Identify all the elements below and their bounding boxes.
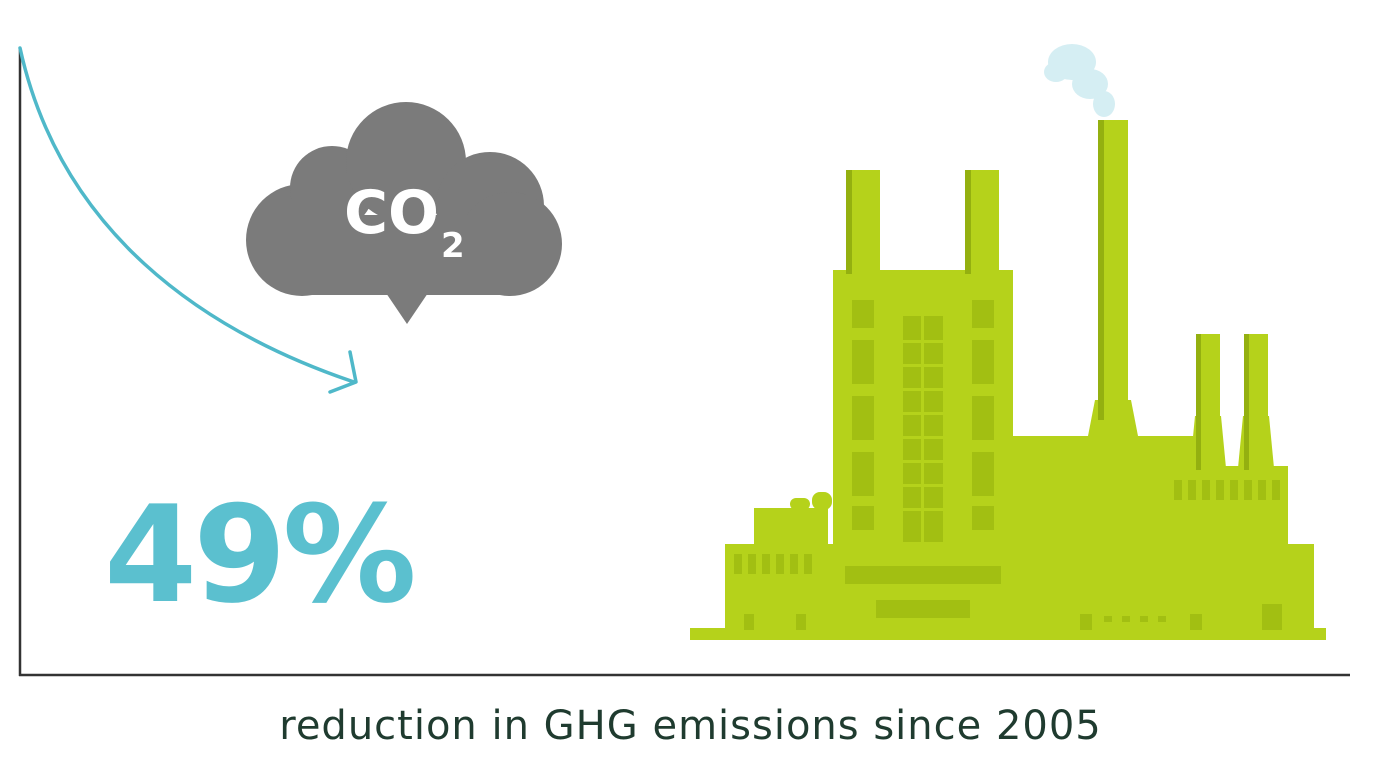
reduction-percentage: 49% (104, 477, 417, 633)
smoke-icon (1044, 44, 1115, 117)
chimney-shading (846, 120, 1249, 470)
co2-subscript: 2 (441, 226, 465, 266)
factory-icon (690, 120, 1326, 640)
axis-frame (18, 48, 1350, 677)
caption-text: reduction in GHG emissions since 2005 (279, 703, 1102, 749)
downward-arrow-icon (18, 46, 358, 394)
tower-grid-lines (903, 316, 943, 542)
co2-cloud-icon: CO2 (246, 102, 562, 324)
factory-body (690, 120, 1326, 640)
co2-label: CO2 (344, 178, 465, 266)
